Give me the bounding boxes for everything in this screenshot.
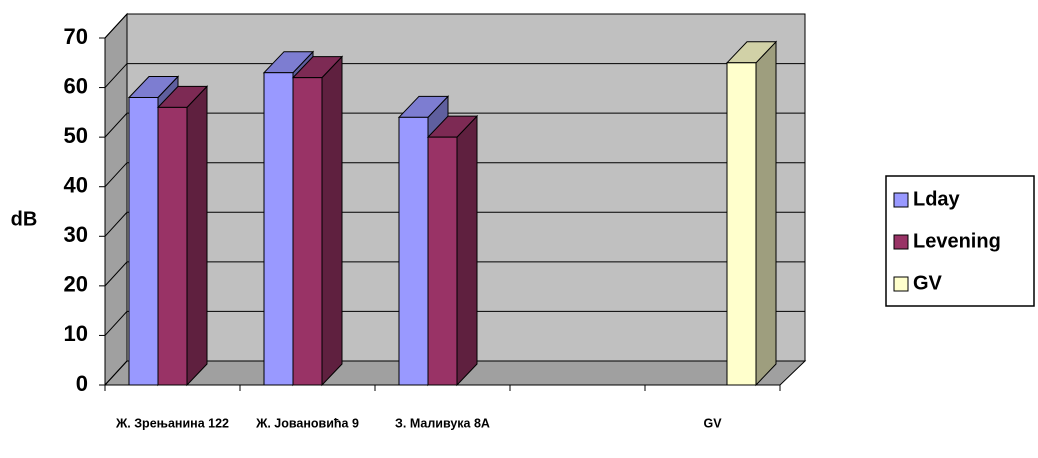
y-tick-label: 0 (76, 371, 88, 396)
x-tick-label: Ж. Јовановића 9 (255, 416, 359, 430)
bar-side (755, 40, 777, 387)
side-wall (104, 12, 128, 387)
y-axis-label: dB (11, 208, 38, 230)
bar (427, 136, 458, 386)
bar (263, 72, 294, 386)
bar (398, 116, 429, 386)
legend-label: Levening (913, 230, 1001, 252)
legend-box (885, 175, 1035, 307)
bar-side (186, 85, 208, 387)
grid-line (104, 360, 805, 386)
x-tick-label: GV (703, 416, 722, 430)
y-tick-label: 10 (64, 321, 88, 346)
y-tick-label: 30 (64, 222, 88, 247)
bar (128, 96, 159, 386)
legend-label: Lday (913, 188, 961, 210)
y-tick-label: 70 (64, 24, 88, 49)
y-tick-label: 50 (64, 123, 88, 148)
y-tick-label: 60 (64, 73, 88, 98)
bar (157, 106, 188, 386)
grid-line (104, 63, 805, 88)
legend-swatch (893, 276, 909, 292)
grid-line (104, 13, 805, 39)
bar (726, 62, 757, 386)
grid-line (104, 112, 805, 138)
bar (292, 77, 323, 386)
x-tick-label: Ж. Зрењанина 122 (115, 416, 229, 430)
y-tick-label: 40 (64, 173, 88, 198)
grid-line (104, 211, 805, 237)
legend-label: GV (913, 272, 943, 294)
grid-line (104, 162, 805, 188)
grid-line (104, 310, 805, 336)
y-tick-label: 20 (64, 272, 88, 297)
grid-line (104, 261, 805, 287)
legend-swatch (893, 192, 909, 208)
x-tick-label: З. Маливука 8А (395, 416, 490, 430)
legend-swatch (893, 234, 909, 250)
bar-side (321, 55, 343, 387)
bar-side (456, 114, 478, 387)
